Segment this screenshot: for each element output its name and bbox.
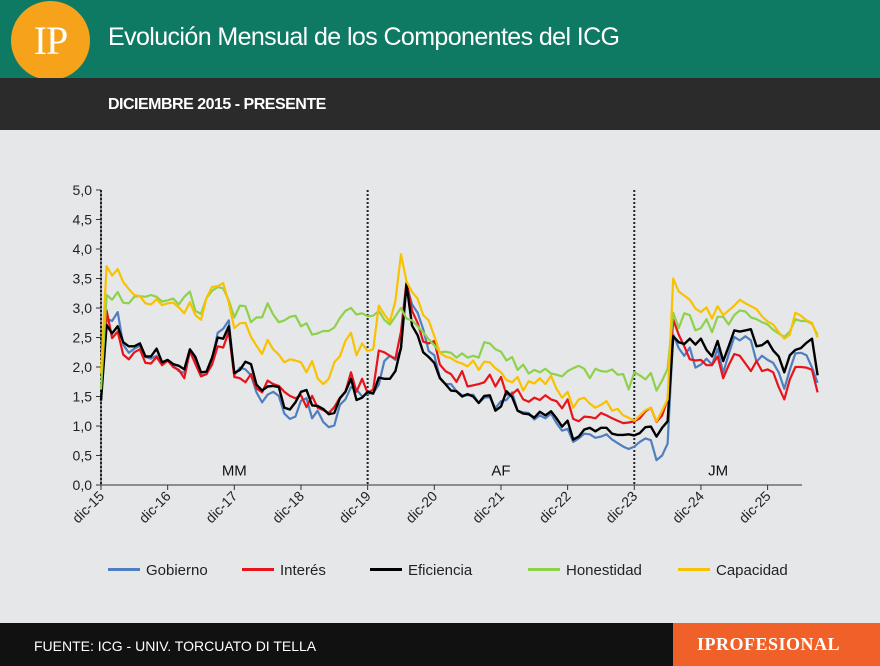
- x-tick-label: dic-22: [535, 488, 573, 526]
- y-tick-label: 3,0: [73, 300, 93, 316]
- y-tick-label: 0,5: [73, 448, 93, 464]
- legend-item: Eficiencia: [370, 562, 472, 579]
- brand-logo: IPROFESIONAL: [697, 634, 841, 654]
- x-tick-label: dic-20: [402, 488, 440, 526]
- y-tick-label: 2,5: [73, 330, 93, 346]
- legend-label: Capacidad: [716, 562, 788, 579]
- period-label: AF: [491, 462, 510, 479]
- legend-swatch: [678, 567, 710, 571]
- ip-logo: IP: [11, 1, 90, 80]
- period-label: JM: [708, 462, 728, 479]
- legend-item: Capacidad: [678, 562, 788, 579]
- x-tick-label: dic-16: [135, 488, 173, 526]
- series-line-capacidad: [99, 253, 819, 423]
- date-range-subtitle: DICIEMBRE 2015 - PRESENTE: [108, 96, 326, 113]
- header-bar: [0, 0, 880, 78]
- y-tick-label: 0,0: [73, 477, 93, 493]
- y-tick-label: 4,0: [73, 241, 93, 257]
- x-tick-label: dic-19: [335, 488, 373, 526]
- line-chart: 0,0 0,5 1,0 1,5 2,0 2,5 3,0 3,5 4,0 4,5 5,0 dic-15 d…: [69, 182, 819, 526]
- legend-swatch: [242, 567, 274, 571]
- y-tick-label: 1,5: [73, 389, 93, 405]
- legend-swatch: [370, 567, 402, 571]
- y-tick-label: 5,0: [73, 182, 93, 198]
- legend-swatch: [108, 567, 140, 571]
- y-tick-label: 2,0: [73, 359, 93, 375]
- series-line-honestidad: [99, 285, 819, 392]
- y-tick-label: 4,5: [73, 212, 93, 228]
- legend-item: Gobierno: [108, 562, 208, 579]
- x-tick-label: dic-25: [735, 488, 773, 526]
- subtitle-bar: [0, 78, 880, 130]
- x-tick-label: dic-21: [469, 488, 507, 526]
- legend-item: Interés: [242, 562, 326, 579]
- legend-swatch: [528, 567, 560, 571]
- legend-label: Interés: [280, 562, 326, 579]
- legend-label: Gobierno: [146, 562, 208, 579]
- source-note: FUENTE: ICG - UNIV. TORCUATO DI TELLA: [34, 638, 317, 654]
- x-tick-label: dic-15: [69, 488, 107, 526]
- legend-label: Eficiencia: [408, 562, 473, 579]
- y-tick-label: 3,5: [73, 271, 93, 287]
- x-tick-label: dic-18: [269, 488, 307, 526]
- legend-item: Honestidad: [528, 562, 642, 579]
- x-tick-label: dic-24: [669, 488, 707, 526]
- x-tick-label: dic-17: [202, 488, 240, 526]
- y-tick-label: 1,0: [73, 418, 93, 434]
- x-tick-label: dic-23: [602, 488, 640, 526]
- page-title: Evolución Mensual de los Componentes del…: [108, 23, 620, 51]
- brand-box: [673, 623, 880, 666]
- legend-label: Honestidad: [566, 562, 642, 579]
- period-label: MM: [222, 462, 247, 479]
- series-line-eficiencia: [99, 283, 819, 441]
- series-line-interés: [99, 280, 819, 425]
